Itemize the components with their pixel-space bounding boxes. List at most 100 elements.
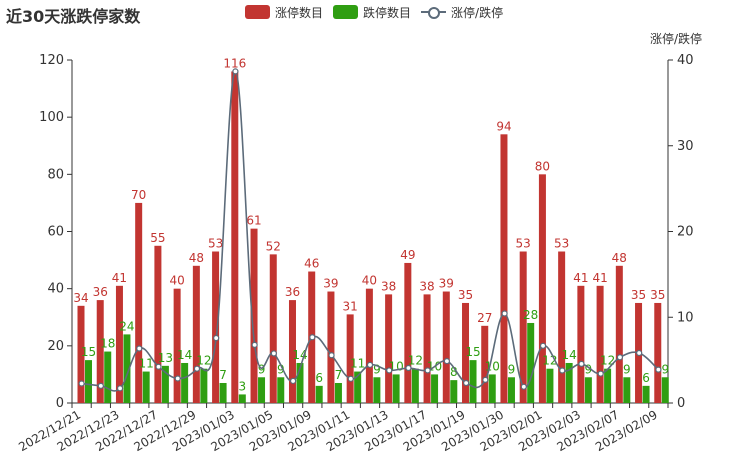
legend-item-limit-up[interactable]: 涨停数目 — [245, 4, 323, 21]
limit-down-bar — [296, 362, 304, 403]
ratio-point — [251, 341, 258, 348]
limit-down-data-label: 9 — [623, 362, 631, 376]
limit-up-data-label: 53 — [208, 237, 223, 251]
limit-down-data-label: 12 — [408, 354, 423, 368]
limit-down-bar — [469, 360, 477, 403]
limit-down-data-label: 11 — [350, 357, 365, 371]
limit-down-bar — [392, 374, 400, 403]
limit-up-data-label: 53 — [554, 237, 569, 251]
limit-down-data-label: 10 — [485, 359, 500, 373]
limit-up-data-label: 46 — [304, 257, 319, 271]
limit-up-bar — [115, 285, 123, 403]
limit-up-bar — [615, 265, 623, 403]
y-left-tick-label: 100 — [39, 110, 64, 125]
limit-down-data-label: 9 — [508, 362, 516, 376]
limit-down-bar — [142, 371, 150, 403]
ratio-point — [347, 375, 354, 382]
limit-down-data-label: 18 — [100, 337, 115, 351]
limit-up-bar — [346, 314, 354, 403]
limit-down-data-label: 3 — [238, 379, 246, 393]
limit-up-data-label: 38 — [381, 279, 396, 293]
limit-up-data-label: 41 — [112, 271, 127, 285]
ratio-point — [174, 375, 181, 382]
limit-down-bar — [181, 362, 189, 403]
legend-label-limit-up: 涨停数目 — [275, 5, 324, 20]
legend: 涨停数目 跌停数目 涨停/跌停 — [245, 4, 513, 20]
limit-up-data-label: 70 — [131, 188, 146, 202]
limit-down-data-label: 6 — [642, 371, 650, 385]
limit-down-bar — [85, 360, 92, 403]
limit-up-data-label: 39 — [323, 277, 338, 291]
legend-item-limit-down[interactable]: 跌停数目 — [333, 4, 411, 21]
limit-up-data-label: 40 — [169, 274, 184, 288]
limit-down-bar — [661, 377, 669, 403]
limit-up-data-label: 53 — [516, 237, 531, 251]
y-left-tick-label: 80 — [47, 167, 64, 182]
y-left-tick-label: 20 — [47, 339, 64, 354]
limit-down-bar — [238, 394, 246, 403]
ratio-point — [636, 349, 643, 357]
legend-item-ratio[interactable]: 涨停/跌停 — [421, 4, 503, 21]
limit-down-bar — [334, 382, 342, 403]
limit-up-bar — [385, 294, 393, 403]
limit-down-data-label: 9 — [661, 362, 669, 376]
ratio-point — [309, 334, 316, 341]
ratio-point — [386, 367, 393, 374]
limit-down-data-label: 11 — [139, 357, 154, 371]
limit-up-data-label: 80 — [535, 159, 550, 173]
legend-line-marker-icon — [421, 5, 447, 19]
ratio-point — [155, 363, 162, 370]
limit-down-bar — [123, 334, 131, 403]
ratio-point — [424, 367, 431, 374]
limit-up-bar — [442, 291, 450, 403]
limit-up-data-label: 27 — [477, 311, 492, 325]
limit-down-bar — [277, 377, 285, 403]
limit-up-bar — [558, 251, 566, 403]
limit-up-bar — [423, 294, 431, 403]
limit-down-data-label: 15 — [465, 345, 480, 359]
limit-up-data-label: 116 — [223, 56, 246, 70]
limit-up-bar — [135, 202, 143, 403]
ratio-point — [520, 383, 527, 390]
limit-down-data-label: 24 — [119, 319, 134, 333]
limit-down-bar — [450, 380, 458, 403]
limit-up-bar — [404, 262, 412, 403]
ratio-point — [482, 376, 489, 383]
ratio-point — [193, 365, 201, 372]
limit-up-data-label: 35 — [650, 288, 665, 302]
chart-title: 近30天涨跌停家数 — [6, 7, 141, 26]
limit-down-bar — [584, 377, 592, 403]
limit-up-bar — [96, 300, 104, 403]
ratio-point — [578, 360, 585, 367]
limit-down-bar — [200, 368, 208, 403]
limit-down-data-label: 12 — [600, 354, 615, 368]
limit-down-data-label: 12 — [196, 354, 211, 368]
ratio-point — [539, 342, 547, 349]
limit-up-data-label: 48 — [189, 251, 204, 265]
limit-down-bar — [258, 377, 266, 403]
limit-up-data-label: 55 — [150, 231, 165, 245]
limit-up-data-label: 41 — [573, 271, 588, 285]
ratio-point — [559, 367, 566, 374]
y-left-tick-label: 120 — [39, 53, 64, 68]
ratio-point — [405, 364, 412, 372]
limit-down-data-label: 9 — [585, 362, 593, 376]
limit-down-bar — [315, 385, 323, 403]
limit-down-data-label: 14 — [562, 348, 577, 362]
limit-up-data-label: 40 — [362, 274, 377, 288]
limit-up-data-label: 35 — [458, 288, 473, 302]
legend-swatch-limit-down — [333, 5, 359, 19]
y-right-tick-label: 20 — [677, 225, 694, 240]
limit-up-bar — [500, 134, 508, 404]
y-right-tick-label: 10 — [677, 310, 694, 325]
limit-down-data-label: 15 — [81, 345, 96, 359]
limit-down-bar — [604, 368, 612, 403]
y-right-tick-label: 40 — [677, 53, 694, 68]
ratio-point — [616, 354, 624, 361]
ratio-point — [78, 380, 85, 387]
ratio-point — [501, 310, 508, 317]
limit-down-bar — [565, 362, 573, 403]
legend-swatch-limit-up — [245, 5, 270, 19]
limit-up-data-label: 38 — [419, 279, 434, 293]
